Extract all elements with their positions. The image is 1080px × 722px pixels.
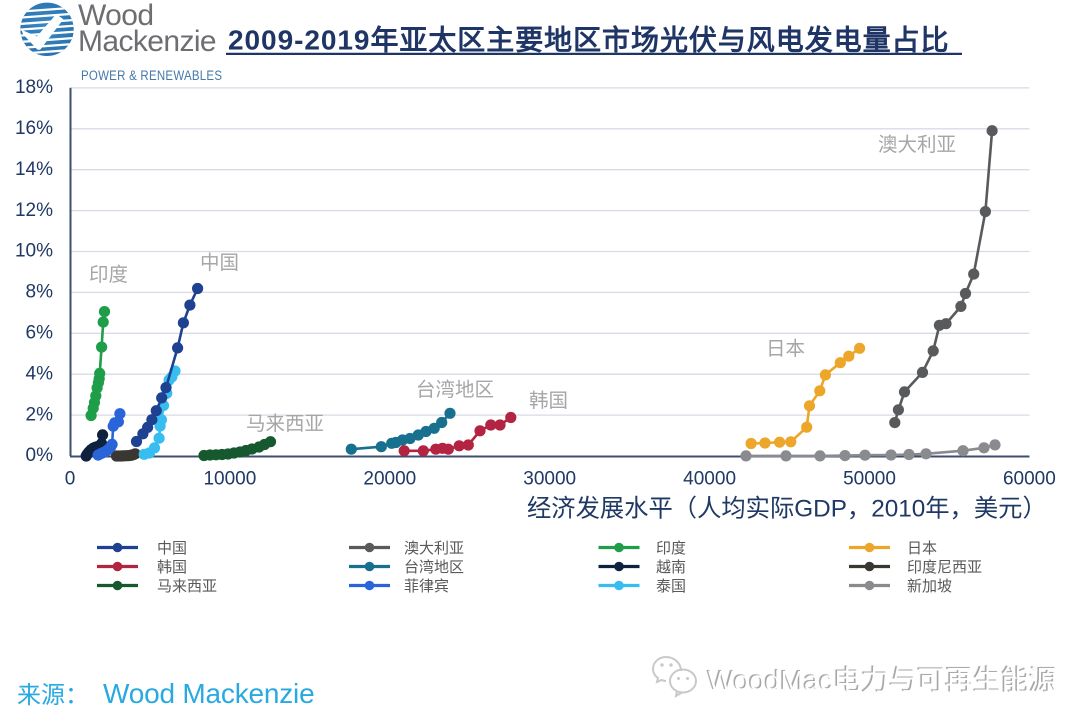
svg-text:马来西亚: 马来西亚 <box>157 578 217 595</box>
svg-text:6%: 6% <box>26 323 54 344</box>
svg-text:10%: 10% <box>15 241 53 262</box>
svg-text:10000: 10000 <box>203 469 256 490</box>
svg-text:16%: 16% <box>15 118 53 139</box>
svg-text:韩国: 韩国 <box>529 390 568 412</box>
svg-text:30000: 30000 <box>523 469 576 490</box>
svg-text:马来西亚: 马来西亚 <box>246 413 324 435</box>
svg-text:韩国: 韩国 <box>157 559 187 576</box>
svg-text:20000: 20000 <box>363 469 416 490</box>
svg-text:台湾地区: 台湾地区 <box>416 379 494 401</box>
svg-text:0%: 0% <box>26 445 54 466</box>
svg-text:菲律宾: 菲律宾 <box>404 578 449 595</box>
svg-text:日本: 日本 <box>907 540 937 557</box>
svg-text:澳大利亚: 澳大利亚 <box>878 134 956 156</box>
svg-text:18%: 18% <box>15 77 53 98</box>
svg-text:越南: 越南 <box>656 559 686 576</box>
svg-text:泰国: 泰国 <box>656 578 686 595</box>
svg-text:印度尼西亚: 印度尼西亚 <box>907 559 982 576</box>
svg-text:12%: 12% <box>15 200 53 221</box>
svg-text:中国: 中国 <box>200 252 239 274</box>
svg-text:新加坡: 新加坡 <box>907 578 952 595</box>
svg-text:8%: 8% <box>26 282 54 303</box>
svg-text:40000: 40000 <box>683 469 736 490</box>
svg-text:经济发展水平（人均实际GDP，2010年，美元）: 经济发展水平（人均实际GDP，2010年，美元） <box>527 496 1047 523</box>
svg-text:2%: 2% <box>26 404 54 425</box>
svg-text:台湾地区: 台湾地区 <box>404 559 464 576</box>
svg-text:4%: 4% <box>26 363 54 384</box>
svg-text:印度: 印度 <box>89 264 128 286</box>
svg-text:2009-2019年亚太区主要地区市场光伏与风电发电量占比: 2009-2019年亚太区主要地区市场光伏与风电发电量占比 <box>228 23 949 55</box>
svg-text:50000: 50000 <box>843 469 896 490</box>
svg-text:印度: 印度 <box>656 540 686 557</box>
svg-text:日本: 日本 <box>766 338 805 360</box>
svg-text:0: 0 <box>65 469 76 490</box>
svg-text:澳大利亚: 澳大利亚 <box>404 540 464 557</box>
svg-text:14%: 14% <box>15 159 53 180</box>
svg-text:60000: 60000 <box>1003 469 1056 490</box>
svg-text:中国: 中国 <box>157 540 187 557</box>
